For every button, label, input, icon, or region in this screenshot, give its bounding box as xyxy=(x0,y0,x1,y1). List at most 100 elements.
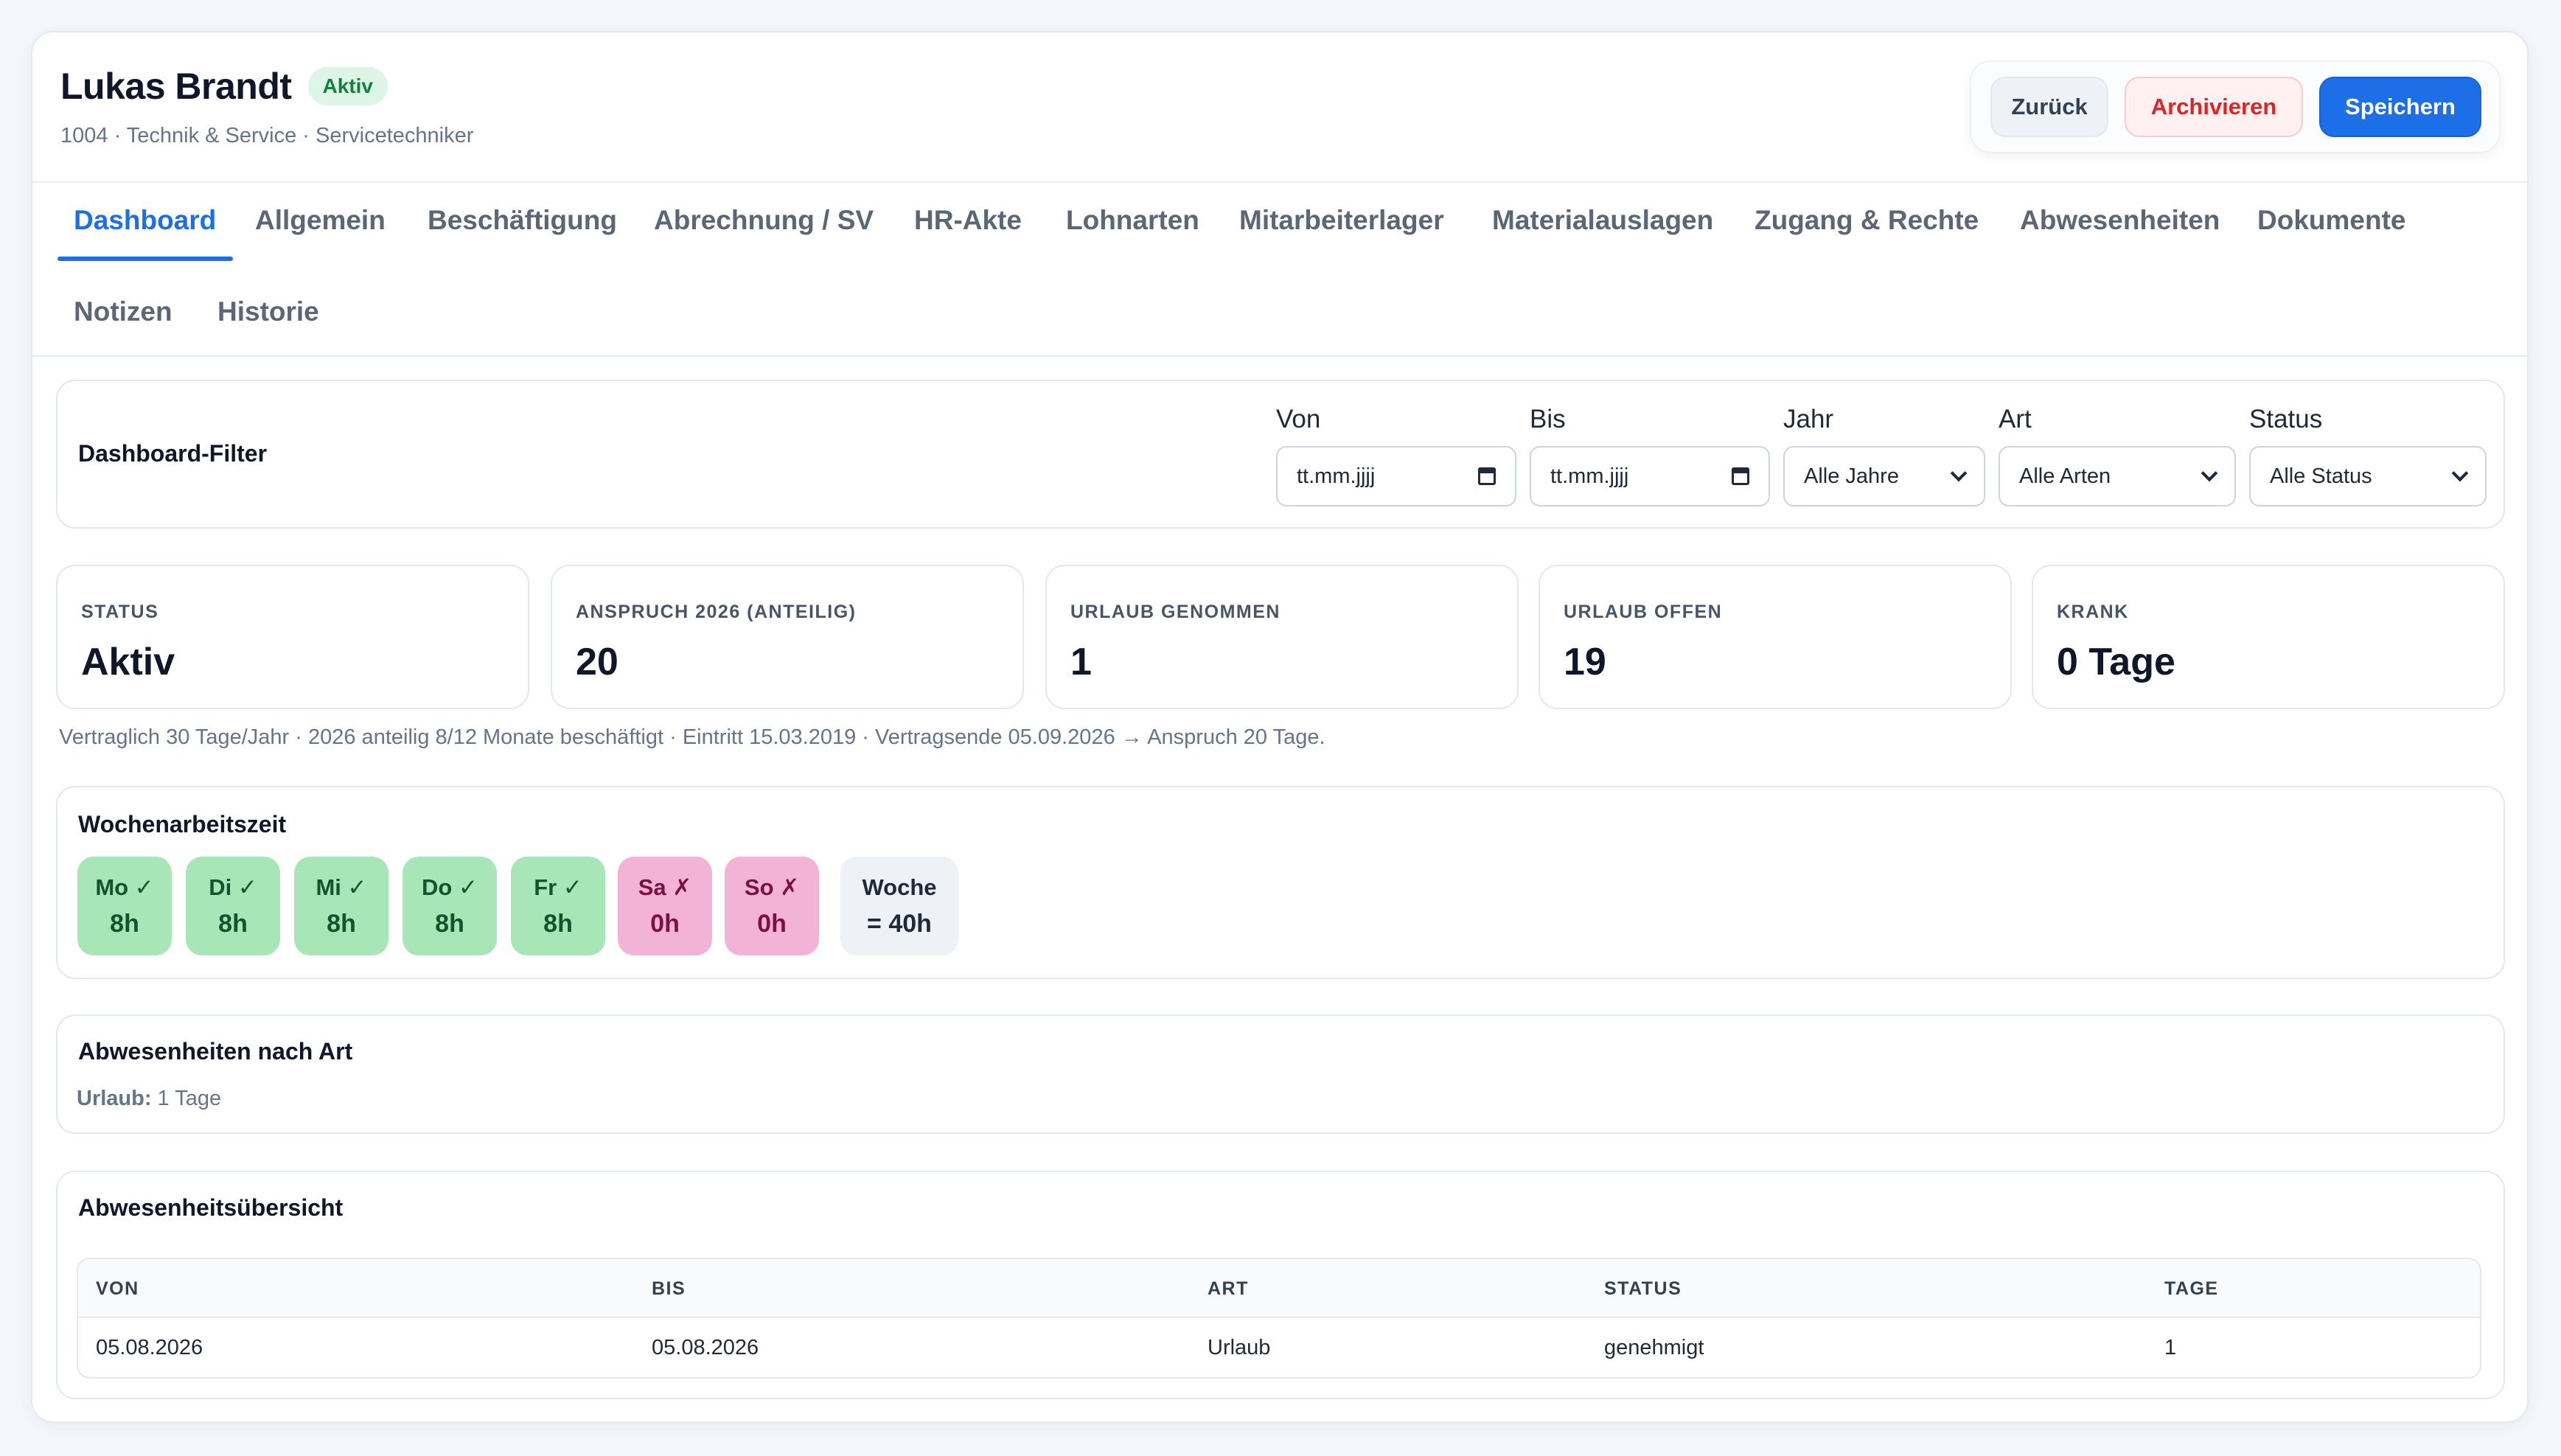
tab-allgemein[interactable]: Allgemein xyxy=(255,205,386,235)
kpi-urlaub-offen-card: Urlaub offen 19 xyxy=(1539,565,2012,709)
filter-title: Dashboard-Filter xyxy=(78,440,268,467)
column-header-von[interactable]: Von xyxy=(96,1278,139,1299)
absence-overview-title: Abwesenheitsübersicht xyxy=(78,1194,344,1221)
status-label: Status xyxy=(2249,405,2323,433)
cell-status: genehmigt xyxy=(1604,1336,1704,1359)
employee-name: Lukas Brandt xyxy=(60,66,292,107)
contract-note: Vertraglich 30 Tage/Jahr · 2026 anteilig… xyxy=(59,725,1325,749)
tab-notizen[interactable]: Notizen xyxy=(74,296,173,327)
absence-type-label: Urlaub: xyxy=(77,1087,152,1110)
status-badge: Aktiv xyxy=(307,67,388,105)
day-hours: 8h xyxy=(543,909,573,938)
absence-type-value: 1 Tage xyxy=(151,1087,222,1110)
week-title: Wochenarbeitszeit xyxy=(78,811,287,837)
day-label: Mi ✓ xyxy=(316,874,367,900)
kpi-status-card: Status Aktiv xyxy=(56,565,529,709)
day-label: Fr ✓ xyxy=(534,874,582,900)
tab-abrechnung-sv[interactable]: Abrechnung / SV xyxy=(654,205,874,235)
week-total-value: = 40h xyxy=(867,909,932,938)
day-label: Mo ✓ xyxy=(95,874,154,900)
kpi-label: Urlaub offen xyxy=(1564,602,1723,622)
bis-date-input[interactable]: tt.mm.jjjj xyxy=(1530,446,1770,506)
day-chip-so: So ✗ 0h xyxy=(725,857,819,955)
tab-dashboard[interactable]: Dashboard xyxy=(74,205,217,235)
absence-table: Von Bis Art Status Tage 05.08.2026 05.08… xyxy=(77,1258,2481,1379)
table-header: Von Bis Art Status Tage xyxy=(78,1259,2480,1318)
status-select[interactable]: Alle Status xyxy=(2249,446,2487,506)
tab-lohnarten[interactable]: Lohnarten xyxy=(1066,205,1199,235)
day-hours: 8h xyxy=(327,909,356,938)
day-hours: 0h xyxy=(650,909,680,938)
tab-mitarbeiterlager[interactable]: Mitarbeiterlager xyxy=(1239,205,1444,235)
day-hours: 0h xyxy=(757,909,787,938)
day-label: So ✗ xyxy=(744,874,800,900)
jahr-select-value: Alle Jahre xyxy=(1804,464,1899,488)
day-label: Di ✓ xyxy=(209,874,257,900)
day-label: Do ✓ xyxy=(422,874,478,900)
chevron-down-icon xyxy=(2451,464,2469,482)
tab-historie[interactable]: Historie xyxy=(217,296,319,327)
von-date-input[interactable]: tt.mm.jjjj xyxy=(1276,446,1516,506)
cell-bis: 05.08.2026 xyxy=(652,1336,759,1359)
column-header-status[interactable]: Status xyxy=(1604,1278,1682,1299)
absence-by-type-title: Abwesenheiten nach Art xyxy=(78,1038,353,1065)
kpi-value: 20 xyxy=(576,641,619,683)
employee-header: Lukas Brandt Aktiv 1004 · Technik & Serv… xyxy=(60,65,473,148)
chevron-down-icon xyxy=(2201,464,2218,482)
week-total-label: Woche xyxy=(862,874,937,900)
kpi-value: Aktiv xyxy=(81,641,175,683)
day-chip-sa: Sa ✗ 0h xyxy=(618,857,712,955)
calendar-icon[interactable] xyxy=(1478,467,1496,485)
calendar-icon[interactable] xyxy=(1732,467,1749,485)
cell-von: 05.08.2026 xyxy=(96,1336,203,1359)
employee-subtitle: 1004 · Technik & Service · Servicetechni… xyxy=(60,124,474,147)
kpi-label: Status xyxy=(81,602,159,622)
header-divider xyxy=(32,181,2527,183)
jahr-label: Jahr xyxy=(1783,405,1834,433)
absence-by-type-panel: Abwesenheiten nach Art xyxy=(56,1014,2505,1134)
column-header-tage[interactable]: Tage xyxy=(2164,1278,2219,1299)
tab-materialauslagen[interactable]: Materialauslagen xyxy=(1492,205,1714,235)
bis-date-value: tt.mm.jjjj xyxy=(1550,464,1629,488)
bis-label: Bis xyxy=(1530,405,1566,433)
dashboard-filter-panel: Dashboard-Filter Von tt.mm.jjjj Bis tt.m… xyxy=(56,380,2505,529)
tab-zugang-rechte[interactable]: Zugang & Rechte xyxy=(1755,205,1979,235)
tab-dokumente[interactable]: Dokumente xyxy=(2257,205,2406,235)
art-select[interactable]: Alle Arten xyxy=(1999,446,2236,506)
day-chip-di: Di ✓ 8h xyxy=(186,857,280,955)
column-header-bis[interactable]: Bis xyxy=(652,1278,686,1299)
tab-hr-akte[interactable]: HR-Akte xyxy=(914,205,1022,235)
column-header-art[interactable]: Art xyxy=(1208,1278,1249,1299)
day-chip-mo: Mo ✓ 8h xyxy=(77,857,172,955)
jahr-select[interactable]: Alle Jahre xyxy=(1783,446,1985,506)
chevron-down-icon xyxy=(1950,464,1968,482)
action-bar: Zurück Archivieren Speichern xyxy=(1970,60,2501,153)
back-button[interactable]: Zurück xyxy=(1990,77,2108,137)
kpi-value: 19 xyxy=(1564,641,1606,683)
kpi-anspruch-card: Anspruch 2026 (anteilig) 20 xyxy=(551,565,1024,709)
absence-urlaub-line: Urlaub: 1 Tage xyxy=(77,1087,221,1111)
kpi-value: 1 xyxy=(1070,641,1092,683)
cell-art: Urlaub xyxy=(1208,1336,1271,1359)
save-button[interactable]: Speichern xyxy=(2319,77,2481,137)
kpi-label: Anspruch 2026 (anteilig) xyxy=(576,602,857,622)
day-hours: 8h xyxy=(435,909,464,938)
cell-tage: 1 xyxy=(2164,1336,2177,1359)
von-label: Von xyxy=(1276,405,1321,433)
archive-button[interactable]: Archivieren xyxy=(2125,77,2303,137)
active-tab-indicator xyxy=(58,257,233,261)
day-label: Sa ✗ xyxy=(638,874,692,900)
kpi-value: 0 Tage xyxy=(2057,641,2175,683)
day-chip-mi: Mi ✓ 8h xyxy=(294,857,388,955)
kpi-krank-card: Krank 0 Tage xyxy=(2032,565,2505,709)
day-chip-fr: Fr ✓ 8h xyxy=(511,857,605,955)
kpi-label: Krank xyxy=(2057,602,2129,622)
art-label: Art xyxy=(1999,405,2032,433)
tab-beschaeftigung[interactable]: Beschäftigung xyxy=(428,205,617,235)
kpi-label: Urlaub genommen xyxy=(1070,602,1280,622)
tab-abwesenheiten[interactable]: Abwesenheiten xyxy=(2020,205,2220,235)
day-hours: 8h xyxy=(218,909,248,938)
kpi-urlaub-genommen-card: Urlaub genommen 1 xyxy=(1045,565,1519,709)
von-date-value: tt.mm.jjjj xyxy=(1297,464,1376,488)
day-hours: 8h xyxy=(110,909,139,938)
